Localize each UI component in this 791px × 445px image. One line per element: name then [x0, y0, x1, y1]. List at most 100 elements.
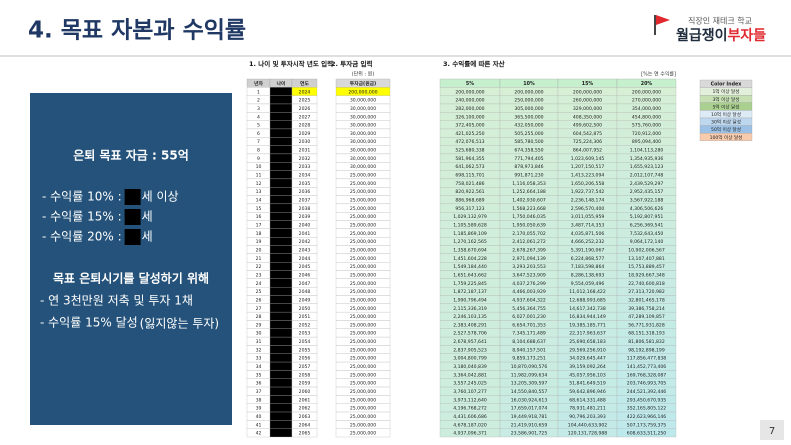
cell-text: 14,617,342,738 — [569, 306, 606, 312]
cell-text: 169,768,328,087 — [627, 372, 667, 378]
redacted-cell — [269, 336, 293, 346]
cell-text: 2064 — [299, 422, 311, 428]
cell-text: 18 — [256, 231, 262, 237]
cell-text: 25,690,658,183 — [569, 339, 606, 345]
cell-text: 25,000,000 — [350, 414, 376, 420]
cell-text: 2061 — [299, 397, 311, 403]
rate-suffix: 세 — [142, 210, 153, 224]
cell-text: 581,964,355 — [455, 156, 484, 162]
redaction — [124, 189, 141, 205]
panel-subtitle: 목표 은퇴시기를 달성하기 위해 — [53, 271, 209, 286]
redacted-cell — [269, 345, 293, 354]
logo-tagline: 직장인 재테크 학교 — [688, 16, 752, 26]
cell-text: 250,000,000 — [514, 98, 543, 104]
cell-text: 29 — [256, 322, 262, 328]
legend-label: 5억 이상 달성 — [713, 103, 740, 110]
cell-text: 2035 — [299, 181, 311, 187]
cell-text: 507,173,759,375 — [627, 422, 667, 428]
cell-text: 244,521,392,446 — [627, 389, 667, 395]
cell-text: 30,000,000 — [350, 131, 376, 137]
cell-text: 25 — [256, 289, 262, 295]
cell-text: 25,000,000 — [350, 364, 376, 370]
redacted-cell — [269, 87, 293, 96]
cell-text: 864,007,952 — [573, 148, 602, 154]
cell-text: 15,753,889,457 — [628, 264, 665, 270]
cell-text: 2053 — [299, 331, 311, 337]
cell-text: 141,452,773,406 — [627, 364, 667, 370]
cell-text: 1,651,643,662 — [453, 272, 487, 278]
header-text: 년차 — [254, 80, 263, 87]
redacted-cell — [269, 228, 293, 238]
redacted-cell — [269, 328, 293, 338]
cell-text: 78,931,481,211 — [569, 406, 606, 412]
cell-text: 15 — [256, 206, 262, 212]
cell-text: 2054 — [299, 339, 311, 345]
cell-text: 8,104,688,637 — [512, 339, 546, 345]
cell-text: 4 — [257, 114, 260, 120]
cell-text: 23 — [256, 272, 262, 278]
cell-text: 1,402,930,607 — [512, 198, 546, 204]
cell-text: 260,000,000 — [573, 98, 602, 104]
redacted-cell — [269, 286, 293, 296]
legend-title: Color Index — [711, 82, 743, 88]
cell-text: 2,837,905,523 — [453, 347, 487, 353]
cell-text: 2062 — [299, 406, 311, 412]
rate-note: [%는 연 수익률] — [641, 71, 676, 78]
cell-text: 25,000,000 — [350, 347, 376, 353]
cell-text: 12,688,993,685 — [569, 297, 606, 303]
cell-text: 3,487,714,353 — [571, 222, 605, 228]
cell-text: 35 — [256, 372, 262, 378]
cell-text: 25,000,000 — [350, 181, 376, 187]
cell-text: 3,557,245,025 — [453, 381, 487, 387]
cell-text: 2049 — [299, 297, 311, 303]
cell-text: 326,100,000 — [455, 114, 484, 120]
cell-text: 1,354,935,936 — [630, 156, 664, 162]
cell-text: 25,000,000 — [350, 289, 376, 295]
redacted-cell — [269, 270, 293, 279]
cell-text: 1,358,670,694 — [453, 247, 487, 253]
cell-text: 454,800,000 — [632, 114, 661, 120]
cell-text: 14,550,840,557 — [511, 389, 548, 395]
cell-text: 6,027,001,230 — [512, 314, 546, 320]
cell-text: 30,000,000 — [350, 123, 376, 129]
cell-text: 820,922,561 — [455, 189, 484, 195]
cell-text: 20 — [256, 247, 262, 253]
redaction — [124, 209, 141, 225]
cell-text: 2041 — [299, 231, 311, 237]
cell-text: 305,000,000 — [514, 106, 543, 112]
cell-text: 2055 — [299, 347, 311, 353]
cell-text: 1,105,589,628 — [453, 222, 487, 228]
cell-text: 25,000,000 — [350, 247, 376, 253]
redacted-cell — [269, 237, 293, 246]
redacted-cell — [269, 203, 293, 213]
cell-text: 1,750,046,035 — [512, 214, 546, 220]
cell-text: 2,246,103,135 — [453, 314, 487, 320]
cell-text: 7,345,171,489 — [512, 331, 546, 337]
redacted-cell — [269, 378, 293, 388]
cell-text: 2,412,061,272 — [512, 239, 546, 245]
cell-text: 525,680,338 — [455, 148, 484, 154]
cell-text: 13 — [256, 189, 262, 195]
cell-text: 1,650,206,558 — [571, 181, 605, 187]
cell-text: 38 — [256, 397, 262, 403]
cell-text: 421,025,250 — [455, 131, 484, 137]
cell-text: 25,000,000 — [350, 206, 376, 212]
cell-text: 10,870,090,576 — [511, 364, 548, 370]
redacted-cell — [269, 170, 293, 180]
cell-text: 25,000,000 — [350, 272, 376, 278]
legend-label: 100억 이상 달성 — [710, 134, 743, 141]
cell-text: 10 — [256, 164, 262, 170]
cell-text: 2046 — [299, 272, 311, 278]
redacted-cell — [269, 278, 293, 288]
cell-text: 365,500,000 — [514, 114, 543, 120]
cell-text: 2056 — [299, 356, 311, 362]
redacted-cell — [269, 361, 293, 371]
cell-text: 2059 — [299, 381, 311, 387]
cell-text: 22,740,600,818 — [628, 281, 665, 287]
cell-text: 2052 — [299, 322, 311, 328]
redacted-cell — [269, 428, 293, 438]
cell-text: 21,419,910,659 — [511, 422, 548, 428]
cell-text: 1,872,187,137 — [453, 289, 487, 295]
table-cell — [335, 428, 391, 438]
cell-text: 25,000,000 — [350, 431, 376, 437]
